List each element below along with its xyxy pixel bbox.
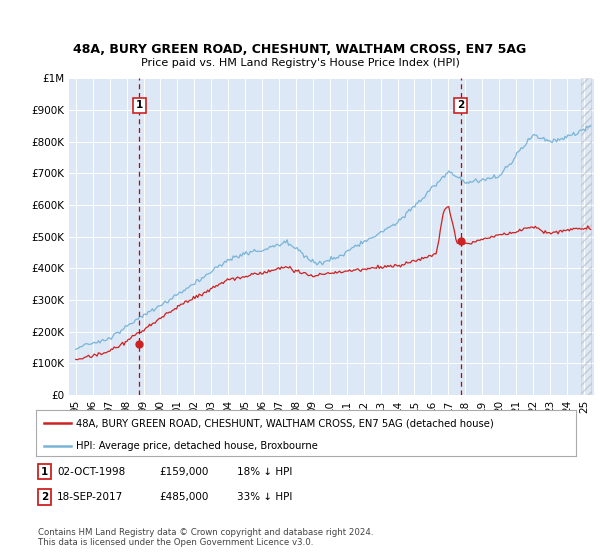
Text: 18% ↓ HPI: 18% ↓ HPI	[237, 466, 292, 477]
Text: 02-OCT-1998: 02-OCT-1998	[57, 466, 125, 477]
Text: Contains HM Land Registry data © Crown copyright and database right 2024.
This d: Contains HM Land Registry data © Crown c…	[38, 528, 373, 547]
Text: 2: 2	[457, 100, 464, 110]
Text: 1: 1	[136, 100, 143, 110]
Text: HPI: Average price, detached house, Broxbourne: HPI: Average price, detached house, Brox…	[77, 441, 319, 451]
Text: 48A, BURY GREEN ROAD, CHESHUNT, WALTHAM CROSS, EN7 5AG (detached house): 48A, BURY GREEN ROAD, CHESHUNT, WALTHAM …	[77, 418, 494, 428]
Text: 1: 1	[41, 466, 48, 477]
Text: 2: 2	[41, 492, 48, 502]
Text: 33% ↓ HPI: 33% ↓ HPI	[237, 492, 292, 502]
Text: £159,000: £159,000	[159, 466, 208, 477]
Text: 18-SEP-2017: 18-SEP-2017	[57, 492, 123, 502]
Text: 48A, BURY GREEN ROAD, CHESHUNT, WALTHAM CROSS, EN7 5AG: 48A, BURY GREEN ROAD, CHESHUNT, WALTHAM …	[73, 43, 527, 56]
Text: £485,000: £485,000	[159, 492, 208, 502]
Text: Price paid vs. HM Land Registry's House Price Index (HPI): Price paid vs. HM Land Registry's House …	[140, 58, 460, 68]
